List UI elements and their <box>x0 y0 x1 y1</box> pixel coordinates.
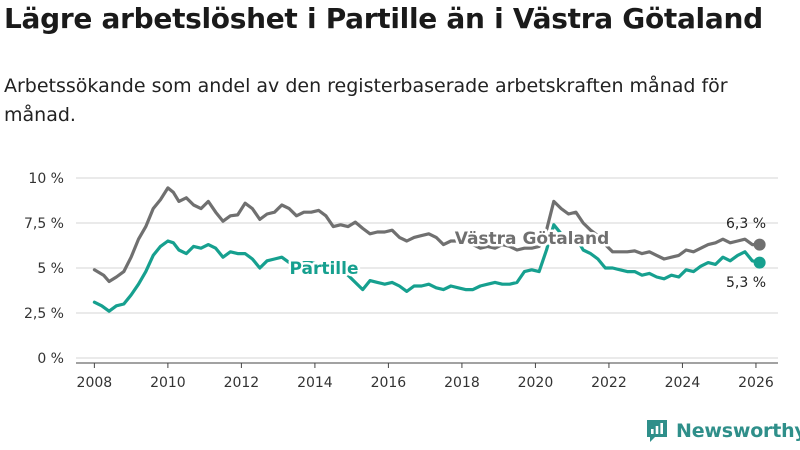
series-line-vastra <box>92 186 762 284</box>
end-dot-vastra <box>753 238 766 251</box>
chart-subtitle: Arbetssökande som andel av den registerb… <box>4 75 728 126</box>
y-tick-label: 0 % <box>37 351 64 367</box>
x-tick-label: 2026 <box>738 375 774 391</box>
x-tick-label: 2012 <box>224 375 260 391</box>
y-tick-label: 2,5 % <box>24 306 64 322</box>
x-tick-label: 2018 <box>444 375 480 391</box>
newsworthy-logo[interactable]: Newsworthy <box>645 418 800 444</box>
x-tick-label: 2020 <box>518 375 554 391</box>
x-tick-label: 2010 <box>150 375 186 391</box>
y-tick-label: 5 % <box>37 261 64 277</box>
chart-title: Lägre arbetslöshet i Partille än i Västr… <box>4 2 763 35</box>
x-tick-label: 2022 <box>591 375 627 391</box>
series-line-partille <box>92 223 762 313</box>
series-labels: 6,3 % 5,3 % Västra Götaland Partille <box>287 216 766 291</box>
y-tick-label: 10 % <box>28 171 64 187</box>
x-tick-label: 2024 <box>665 375 701 391</box>
grid-lines <box>76 177 778 359</box>
newsworthy-logo-icon <box>647 420 667 442</box>
end-dot-partille <box>753 256 766 269</box>
end-value-label-vastra: 6,3 % <box>726 216 766 232</box>
x-tick-label: 2016 <box>371 375 407 391</box>
end-value-label-partille: 5,3 % <box>726 275 766 291</box>
x-tick-label: 2008 <box>77 375 113 391</box>
newsworthy-logo-text: Newsworthy <box>676 420 800 442</box>
series-label-vastra: Västra Götaland <box>455 229 610 249</box>
y-tick-label: 7,5 % <box>24 216 64 232</box>
axes: 0 % 2,5 % 5 % 7,5 % 10 % 2008 2010 2012 2014 2016… <box>24 171 778 391</box>
series-lines <box>92 186 766 313</box>
series-label-partille: Partille <box>290 259 359 279</box>
x-tick-label: 2014 <box>297 375 333 391</box>
